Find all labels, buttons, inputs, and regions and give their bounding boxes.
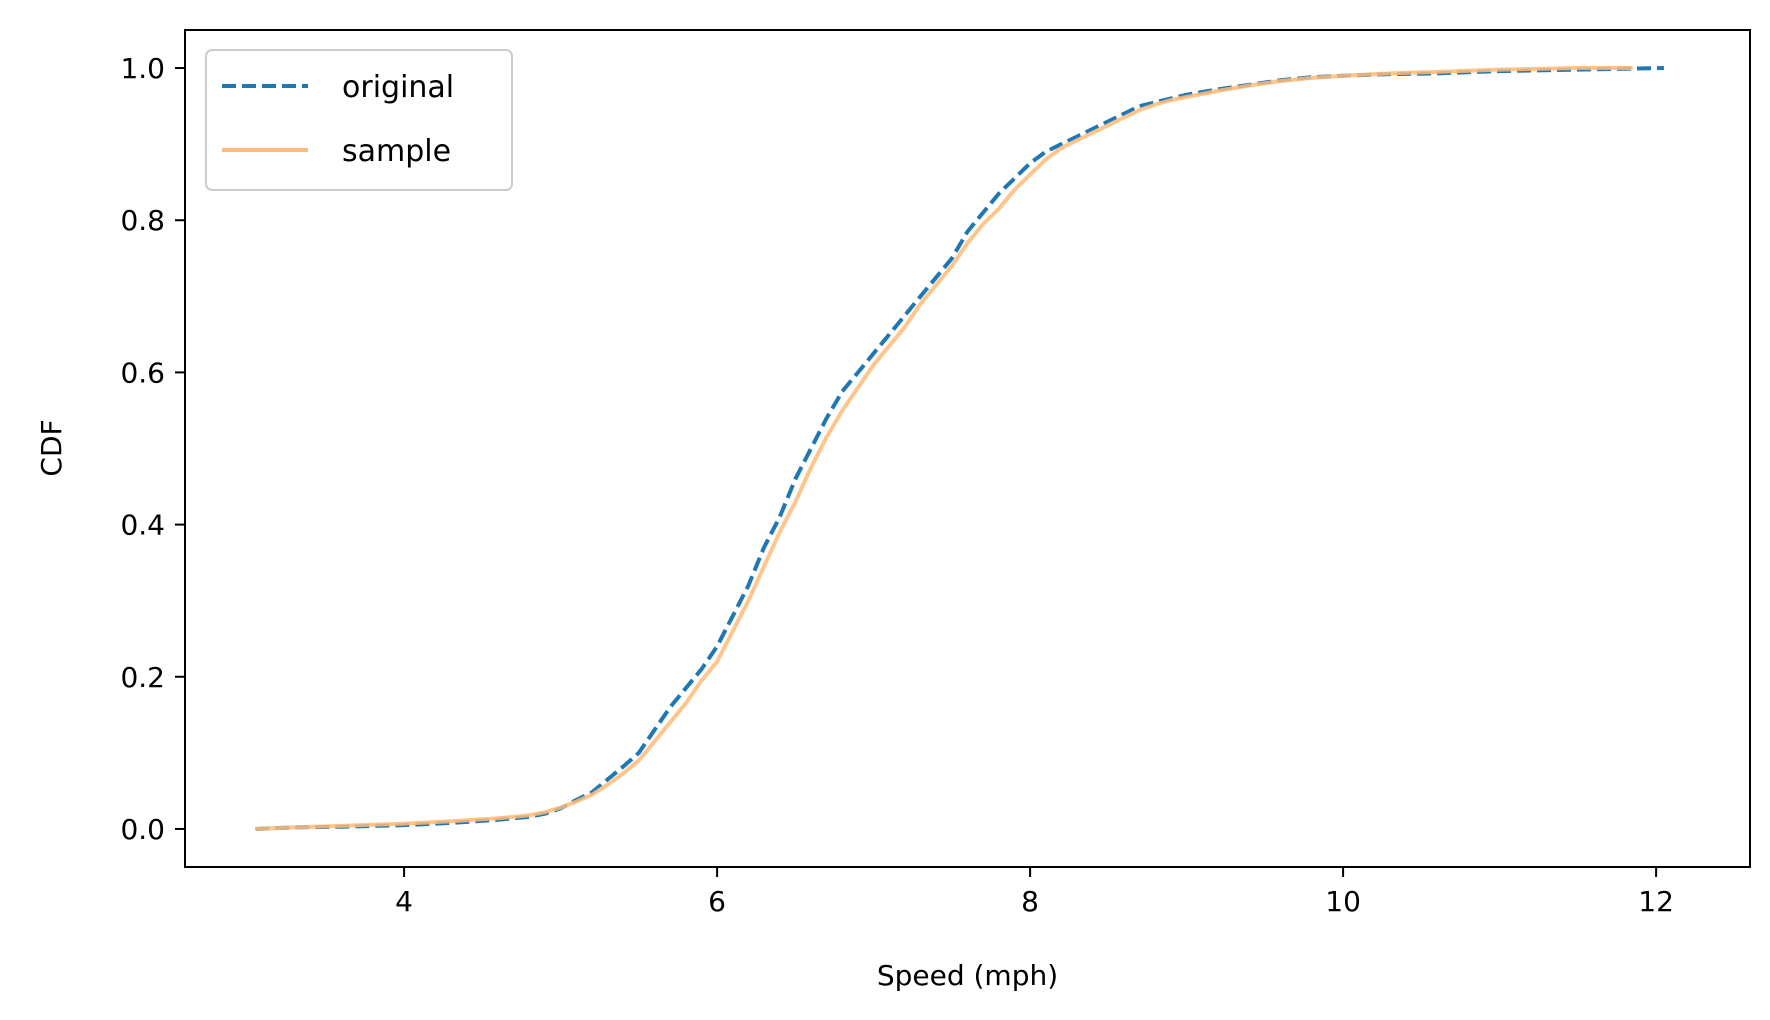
y-tick-label: 0.8	[120, 204, 165, 237]
legend-label-original: original	[342, 70, 454, 105]
series-line-original	[255, 66, 1664, 831]
x-tick-label: 6	[708, 885, 726, 918]
y-tick-label: 0.0	[120, 813, 165, 846]
x-axis-label: Speed (mph)	[877, 959, 1058, 992]
x-axis-ticks: 4 6 8 10 12	[395, 867, 1674, 918]
x-tick-label: 8	[1021, 885, 1039, 918]
x-tick-label: 4	[395, 885, 413, 918]
legend-label-sample: sample	[342, 134, 451, 169]
x-tick-label: 12	[1638, 885, 1674, 918]
series-line-sample	[255, 66, 1633, 831]
y-tick-label: 0.2	[120, 661, 165, 694]
y-tick-label: 0.6	[120, 356, 165, 389]
axes-frame	[184, 29, 1751, 868]
y-tick-label: 1.0	[120, 52, 165, 85]
y-axis-ticks: 0.0 0.2 0.4 0.6 0.8 1.0	[120, 52, 185, 846]
y-tick-label: 0.4	[120, 509, 165, 542]
legend: original sample	[205, 49, 513, 191]
y-axis-label: CDF	[35, 419, 68, 476]
series-layer	[255, 66, 1664, 831]
x-tick-label: 10	[1325, 885, 1361, 918]
